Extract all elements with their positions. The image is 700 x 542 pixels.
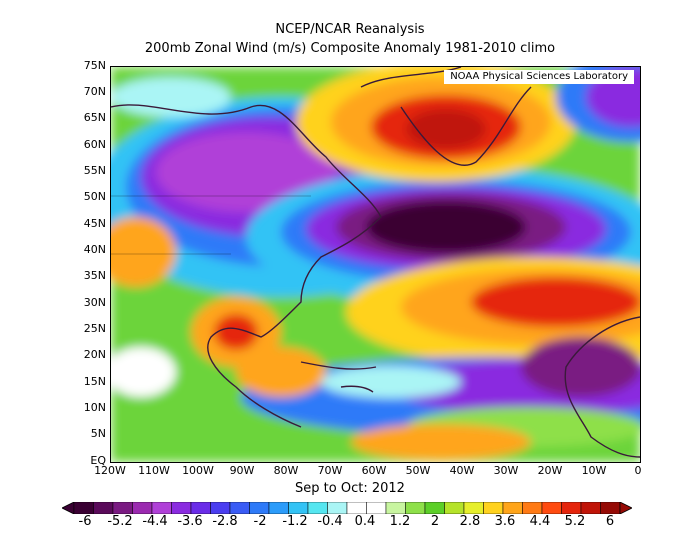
colorbar-swatch bbox=[249, 502, 270, 514]
lon-tick-label: 30W bbox=[493, 464, 519, 477]
lon-tick-label: 100W bbox=[182, 464, 214, 477]
colorbar-swatch bbox=[600, 502, 621, 514]
colorbar-tick-label: -4.4 bbox=[142, 514, 168, 529]
colorbar-tick-label: 4.4 bbox=[529, 514, 551, 529]
colorbar-tick-label: -0.4 bbox=[317, 514, 343, 529]
lat-tick-label: 55N bbox=[83, 164, 106, 177]
colorbar-min-arrow bbox=[62, 502, 75, 514]
lat-tick-label: 10N bbox=[83, 401, 106, 414]
anomaly-field bbox=[111, 67, 640, 462]
colorbar-swatch bbox=[541, 502, 562, 514]
lon-tick-label: 80W bbox=[273, 464, 299, 477]
period-label: Sep to Oct: 2012 bbox=[295, 481, 405, 496]
lon-tick-label: 120W bbox=[94, 464, 126, 477]
colorbar-swatch bbox=[424, 502, 445, 514]
colorbar-tick-label: 2 bbox=[430, 514, 440, 529]
colorbar-tick-label: 6 bbox=[605, 514, 615, 529]
colorbar-tick-label: -1.2 bbox=[282, 514, 308, 529]
colorbar-tick-label: -6 bbox=[78, 514, 92, 529]
colorbar-tick-label: -2 bbox=[253, 514, 267, 529]
lat-tick-label: 50N bbox=[83, 190, 106, 203]
lat-tick-label: 65N bbox=[83, 111, 106, 124]
lat-tick-label: 40N bbox=[83, 243, 106, 256]
lon-tick-label: 40W bbox=[449, 464, 475, 477]
colorbar-swatch bbox=[561, 502, 582, 514]
colorbar-tick-label: -3.6 bbox=[177, 514, 203, 529]
chart-title-line2: 200mb Zonal Wind (m/s) Composite Anomaly… bbox=[144, 41, 556, 56]
lon-tick-label: 20W bbox=[537, 464, 563, 477]
colorbar-swatch bbox=[483, 502, 504, 514]
anomaly-map: NOAA Physical Sciences Laboratory bbox=[110, 66, 641, 463]
lat-tick-label: 30N bbox=[83, 296, 106, 309]
lat-tick-label: 70N bbox=[83, 85, 106, 98]
colorbar-swatch bbox=[366, 502, 387, 514]
colorbar-tick-label: -2.8 bbox=[212, 514, 238, 529]
lat-tick-label: 15N bbox=[83, 375, 106, 388]
colorbar-tick-label: -5.2 bbox=[107, 514, 133, 529]
lon-tick-label: 0 bbox=[634, 464, 642, 477]
lat-tick-label: 20N bbox=[83, 348, 106, 361]
colorbar-tick-label: 3.6 bbox=[494, 514, 516, 529]
lat-tick-label: 5N bbox=[90, 427, 106, 440]
lon-tick-label: 50W bbox=[405, 464, 431, 477]
colorbar-tick-label: 2.8 bbox=[459, 514, 481, 529]
colorbar-swatch bbox=[463, 502, 484, 514]
lat-tick-label: 60N bbox=[83, 138, 106, 151]
colorbar-tick-label: 5.2 bbox=[564, 514, 586, 529]
colorbar-swatch bbox=[385, 502, 406, 514]
colorbar-swatch bbox=[112, 502, 133, 514]
lat-tick-label: 45N bbox=[83, 217, 106, 230]
colorbar-swatch bbox=[444, 502, 465, 514]
colorbar-swatch bbox=[346, 502, 367, 514]
colorbar-swatch bbox=[307, 502, 328, 514]
colorbar-swatch bbox=[580, 502, 601, 514]
colorbar-swatch bbox=[502, 502, 523, 514]
colorbar-swatch bbox=[132, 502, 153, 514]
lon-tick-label: 110W bbox=[138, 464, 170, 477]
colorbar-swatch bbox=[171, 502, 192, 514]
lon-tick-label: 70W bbox=[317, 464, 343, 477]
colorbar-swatch bbox=[93, 502, 114, 514]
colorbar-swatch bbox=[229, 502, 250, 514]
colorbar-swatch bbox=[151, 502, 172, 514]
colorbar-swatch bbox=[405, 502, 426, 514]
colorbar-swatch bbox=[327, 502, 348, 514]
colorbar-swatch bbox=[268, 502, 289, 514]
lon-tick-label: 90W bbox=[229, 464, 255, 477]
colorbar-swatch bbox=[288, 502, 309, 514]
lat-tick-label: EQ bbox=[90, 454, 106, 467]
credit-label: NOAA Physical Sciences Laboratory bbox=[444, 70, 634, 84]
colorbar-tick-label: 1.2 bbox=[389, 514, 411, 529]
chart-title-line1: NCEP/NCAR Reanalysis bbox=[275, 22, 425, 37]
colorbar-tick-label: 0.4 bbox=[354, 514, 376, 529]
lat-tick-label: 35N bbox=[83, 269, 106, 282]
colorbar-swatch bbox=[73, 502, 94, 514]
colorbar-swatch bbox=[190, 502, 211, 514]
colorbar-max-arrow bbox=[619, 502, 632, 514]
lon-tick-label: 60W bbox=[361, 464, 387, 477]
colorbar-swatch bbox=[522, 502, 543, 514]
lat-tick-label: 25N bbox=[83, 322, 106, 335]
colorbar-swatch bbox=[210, 502, 231, 514]
lon-tick-label: 10W bbox=[581, 464, 607, 477]
lat-tick-label: 75N bbox=[83, 59, 106, 72]
colorbar bbox=[62, 502, 632, 514]
